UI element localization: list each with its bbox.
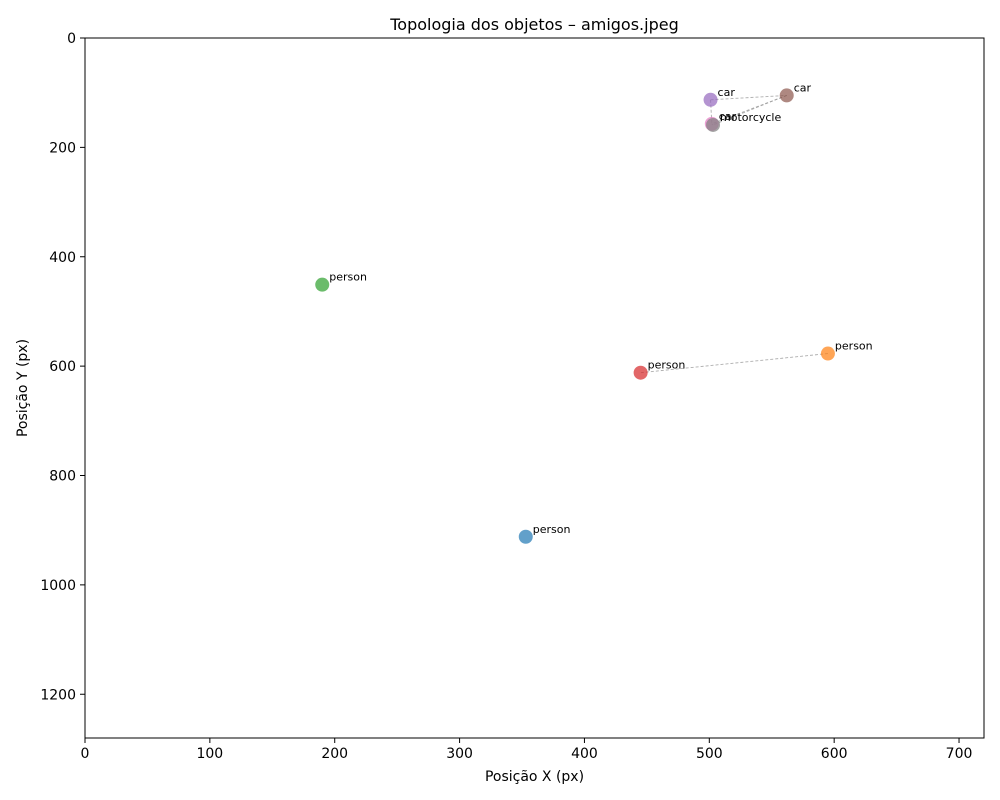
data-point-car <box>779 88 794 103</box>
x-axis: 0 100 200 300 400 500 600 700 <box>81 738 973 762</box>
x-tick-label: 300 <box>446 746 473 762</box>
y-tick-label: 1200 <box>40 687 76 703</box>
connection-line <box>711 95 787 125</box>
data-points <box>315 88 835 544</box>
point-label-car: car <box>718 86 736 99</box>
data-point-person <box>518 529 533 544</box>
x-tick-label: 100 <box>196 746 223 762</box>
y-tick-label: 1000 <box>40 578 76 594</box>
point-label-motorcycle: motorcycle <box>720 111 781 124</box>
connection-line <box>710 94 787 101</box>
x-tick-label: 600 <box>821 746 848 762</box>
connection-lines <box>640 94 828 374</box>
x-axis-label: Posição X (px) <box>485 769 584 785</box>
data-point-person <box>633 365 648 380</box>
y-tick-label: 400 <box>49 250 76 266</box>
data-point-motorcycle <box>706 117 721 132</box>
y-axis: 0 200 400 600 800 1000 1200 <box>40 31 85 703</box>
connection-line <box>712 95 787 126</box>
x-tick-label: 200 <box>321 746 348 762</box>
chart-title: Topologia dos objetos – amigos.jpeg <box>389 15 679 34</box>
y-axis-label: Posição Y (px) <box>15 339 31 437</box>
y-tick-label: 600 <box>49 359 76 375</box>
y-tick-label: 0 <box>67 31 76 47</box>
y-tick-label: 800 <box>49 469 76 485</box>
x-tick-label: 500 <box>696 746 723 762</box>
point-label-car: car <box>719 110 737 123</box>
x-tick-label: 700 <box>946 746 973 762</box>
point-label-person: person <box>329 271 367 284</box>
x-tick-label: 400 <box>571 746 598 762</box>
plot-area <box>84 37 985 739</box>
data-point-car <box>703 92 718 107</box>
data-point-person <box>820 346 835 361</box>
plot-frame <box>84 37 985 739</box>
connection-line <box>640 353 828 374</box>
y-tick-label: 200 <box>49 140 76 156</box>
x-tick-label: 0 <box>81 746 90 762</box>
point-label-car: car <box>794 81 812 94</box>
point-label-person: person <box>533 523 571 536</box>
data-point-person <box>315 277 330 292</box>
point-label-person: person <box>648 359 686 372</box>
point-label-person: person <box>835 340 873 353</box>
